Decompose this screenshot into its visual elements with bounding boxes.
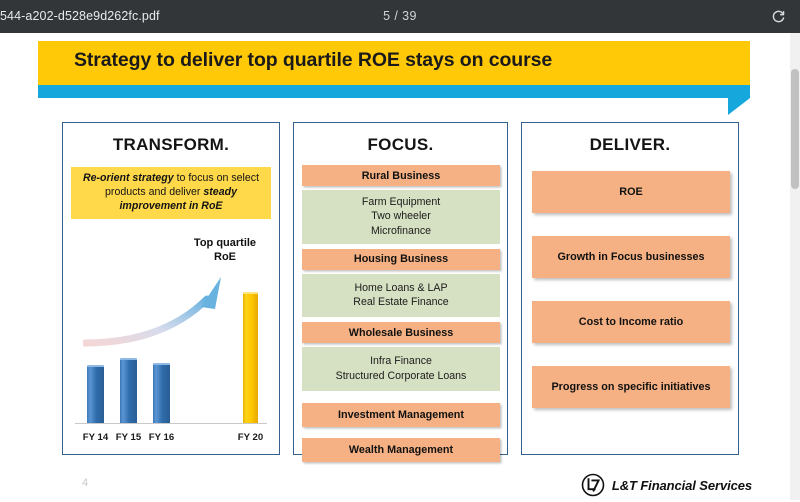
deliver-item-cost-to-income-ratio: Cost to Income ratio: [532, 301, 730, 343]
title-banner-blue-stripe: [38, 85, 728, 98]
brand-lockup: L&T Financial Services: [581, 473, 752, 497]
banner-flag-accent: [716, 85, 750, 115]
focus-spacer-2: [302, 431, 500, 438]
panel-transform: TRANSFORM. Re-orient strategy to focus o…: [62, 122, 280, 455]
focus-header-investment-management: Investment Management: [302, 403, 500, 428]
focus-detail-wholesale-business: Infra Finance Structured Corporate Loans: [302, 347, 500, 392]
slide-canvas: Strategy to deliver top quartile ROE sta…: [0, 33, 790, 500]
title-banner-yellow: [38, 41, 750, 85]
panel-transform-heading: TRANSFORM.: [112, 135, 230, 154]
panel-deliver: DELIVER. ROE Growth in Focus businesses …: [521, 122, 739, 455]
chart-baseline-axis: [75, 423, 267, 424]
bar-fy20: [243, 292, 258, 423]
panel-deliver-heading: DELIVER.: [589, 135, 671, 154]
focus-header-wholesale-business: Wholesale Business: [302, 322, 500, 344]
bar-fy14: [87, 365, 104, 423]
tick-label-fy14: FY 14: [82, 432, 109, 443]
focus-detail-rural-business: Farm Equipment Two wheeler Microfinance: [302, 190, 500, 244]
roe-trend-chart: Top quartile RoE: [63, 227, 277, 453]
deliver-items-list: ROE Growth in Focus businesses Cost to I…: [532, 171, 730, 431]
focus-header-housing-business: Housing Business: [302, 248, 500, 270]
transform-callout-emphasis: steady improvement in RoE: [119, 185, 237, 212]
transform-callout: Re-orient strategy to focus on select pr…: [71, 167, 271, 219]
tick-label-fy16: FY 16: [148, 432, 175, 443]
panel-focus-heading: FOCUS.: [367, 135, 434, 154]
bar-fy16: [153, 363, 170, 423]
pdf-viewer-toolbar: 544-a202-d528e9d262fc.pdf 5 / 39: [0, 0, 800, 33]
focus-items-list: Rural Business Farm Equipment Two wheele…: [302, 165, 500, 466]
focus-detail-housing-business: Home Loans & LAP Real Estate Finance: [302, 273, 500, 318]
tick-label-fy20: FY 20: [237, 432, 264, 443]
brand-name: L&T Financial Services: [611, 477, 752, 493]
slide-page-number: 4: [82, 477, 89, 489]
page-title: Strategy to deliver top quartile ROE sta…: [74, 49, 553, 71]
lt-logo-icon: [581, 473, 605, 497]
vertical-scrollbar-track[interactable]: [790, 33, 800, 500]
bar-fy15: [120, 358, 137, 423]
focus-header-wealth-management: Wealth Management: [302, 438, 500, 463]
deliver-item-progress-on-specific-initiatives: Progress on specific initiatives: [532, 366, 730, 408]
transform-callout-middle: to focus on select products and deliver: [105, 172, 260, 198]
vertical-scrollbar-thumb[interactable]: [791, 69, 799, 189]
deliver-item-roe: ROE: [532, 171, 730, 213]
transform-callout-lead: Re-orient strategy: [82, 172, 174, 184]
document-filename: 544-a202-d528e9d262fc.pdf: [0, 9, 160, 23]
focus-spacer-1: [302, 396, 500, 403]
page-indicator: 5 / 39: [383, 9, 417, 23]
rotate-clockwise-icon[interactable]: [771, 9, 786, 24]
focus-header-rural-business: Rural Business: [302, 165, 500, 186]
panel-focus: FOCUS. Rural Business Farm Equipment Two…: [293, 122, 508, 463]
deliver-item-growth-in-focus-businesses: Growth in Focus businesses: [532, 236, 730, 278]
growth-arrow-icon: [81, 269, 273, 351]
tick-label-fy15: FY 15: [115, 432, 142, 443]
chart-annotation-label: Top quartile RoE: [193, 237, 257, 263]
